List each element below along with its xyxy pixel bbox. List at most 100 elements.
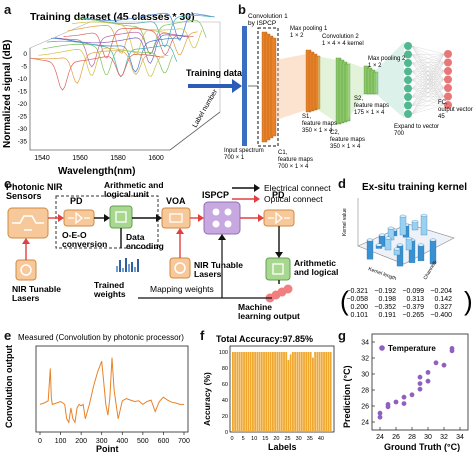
accuracy-bar (296, 352, 299, 432)
matrix-cell: −0.192 (374, 288, 396, 295)
panel-g-legend-marker (379, 345, 385, 351)
kernel-matrix: −0.321 −0.192 −0.099 −0.204 −0.058 0.198 0.313… (346, 288, 452, 319)
voa-box (161, 207, 191, 229)
panel-f-bar-chart: Total Accuracy:97.85% Accuracy (%) 0 20 40… (202, 334, 335, 452)
text-line: Lasers (12, 293, 40, 303)
spectrum-curve (59, 31, 190, 68)
panel-f-x-tick-label: 5 (242, 436, 245, 442)
text-line: 350 × 1 × 4 (330, 144, 361, 150)
panel-label-c: c (4, 176, 12, 191)
c1-label: C1, feature maps 700 × 1 × 4 (278, 150, 313, 170)
c2-feature-maps (335, 57, 351, 125)
expand-label: Expand to vector 700 (394, 124, 439, 137)
weight-bar-icon (131, 262, 133, 272)
panel-a-title: Training dataset (45 classes * 30) (30, 11, 195, 23)
panel-f-y-ticks: 0 20 40 60 80 100 (219, 350, 228, 436)
panel-f-x-tick-label: 10 (251, 436, 257, 442)
accuracy-bar (245, 352, 248, 432)
panel-a-waterfall-plot: Training dataset (45 classes * 30) Norma… (2, 11, 221, 176)
panel-e-frame (35, 345, 189, 433)
text-line: 700 (394, 131, 405, 137)
panel-f-x-tick-label: 15 (262, 436, 268, 442)
matrix-cell: 0.191 (378, 312, 396, 319)
accuracy-bar (303, 352, 305, 432)
weight-bar-icon (134, 267, 136, 272)
text-line: Photonic NIR (6, 182, 63, 192)
panel-e-ylabel: Convolution output (4, 345, 14, 428)
spectrum-curve (42, 44, 173, 75)
panel-f-x-tick-label: 0 (230, 436, 233, 442)
fc-connection (411, 87, 445, 115)
panel-e-x-ticks: 0 100 200 300 400 500 600 700 (38, 432, 190, 445)
text-line: output vector (438, 107, 473, 113)
accuracy-bar (249, 352, 252, 432)
panel-d-kernel-plot: Ex-situ training kernel Kernel value Cha… (340, 182, 473, 319)
s2-vector-projection (376, 42, 404, 118)
prediction-point (425, 370, 431, 375)
training-data-arrow: Training data (186, 68, 243, 93)
kernel-bar-cap (366, 238, 374, 242)
layer-connections (248, 42, 445, 122)
alu2-chip-icon (272, 263, 284, 275)
accuracy-bar (234, 352, 237, 432)
accuracy-bar (267, 352, 270, 432)
accuracy-bar (263, 352, 265, 432)
axis-kernel-value-label: Kernel value (342, 208, 348, 236)
weight-bar-icon (137, 259, 139, 272)
prediction-point (385, 402, 391, 407)
accuracy-bar (289, 354, 292, 432)
prediction-point (441, 362, 447, 368)
ispcp-dashed-box (257, 27, 279, 147)
prediction-point (377, 414, 383, 420)
panel-a-x-tick-label: 1540 (34, 155, 50, 162)
legend-electrical-label: Electrical connect (264, 183, 331, 193)
ispcp-ring-3-icon (212, 220, 220, 228)
panel-a-y-ticks: 0 -5 -10 -15 -20 -25 -30 -35 (18, 51, 28, 146)
panel-b-cnn-diagram: Input spectrum 700 × 1 Convolution 1 by IS… (224, 13, 473, 170)
ispcp-ring-2-icon (224, 208, 232, 216)
panel-a-y-tick-label: -15 (18, 89, 28, 96)
accuracy-bar (327, 352, 330, 432)
weight-bar-icon (122, 268, 124, 272)
s1-map (314, 55, 321, 110)
text-line: 700 × 1 (224, 155, 245, 161)
spectrum-curve (71, 21, 203, 56)
s1-c2-projection (318, 56, 336, 122)
prediction-point (417, 374, 423, 380)
accuracy-bar (258, 352, 261, 432)
accuracy-bar (280, 352, 283, 432)
accuracy-bar (272, 352, 274, 432)
c1-s1-projection (276, 54, 306, 120)
axis-kernel-length-label: Kernel length (367, 266, 397, 282)
accuracy-bar (285, 352, 288, 432)
ispcp-box (203, 201, 241, 235)
panel-a-x-tick-label: 1560 (72, 155, 88, 162)
fc-connection (411, 45, 445, 55)
photodiode-2-icon (268, 211, 290, 225)
accuracy-bar (283, 352, 285, 432)
matrix-cell: 0.101 (350, 312, 368, 319)
text-line: logical unit (104, 189, 149, 199)
text-line: 1 × 4 × 4 kernel (322, 41, 364, 47)
training-data-label: Training data (186, 68, 243, 78)
accuracy-bar (252, 352, 254, 432)
panel-f-y-tick-label: 80 (222, 366, 228, 372)
nir-lasers-2-label: NIR Tunable Lasers (194, 260, 243, 279)
ml-output-label: Machine learning output (238, 302, 300, 321)
panel-f-y-tick-label: 0 (225, 430, 228, 436)
panel-g-x-tick-label: 30 (424, 434, 432, 441)
fc-connection (411, 53, 445, 98)
fc-connection (411, 96, 445, 115)
prediction-point (417, 386, 423, 392)
accuracy-bar (240, 352, 243, 432)
kernel-3d-bars (366, 213, 437, 267)
panel-e-x-tick-label: 600 (158, 438, 170, 445)
panel-e-title: Measured (Convolution by photonic proces… (18, 333, 184, 342)
panel-e-series-line (39, 357, 184, 424)
voa-icon (169, 213, 183, 223)
oeo-dashed-box (55, 195, 159, 249)
panel-g-frame (371, 333, 469, 431)
fc-connection (411, 53, 445, 72)
spectrum-curve (46, 40, 178, 78)
